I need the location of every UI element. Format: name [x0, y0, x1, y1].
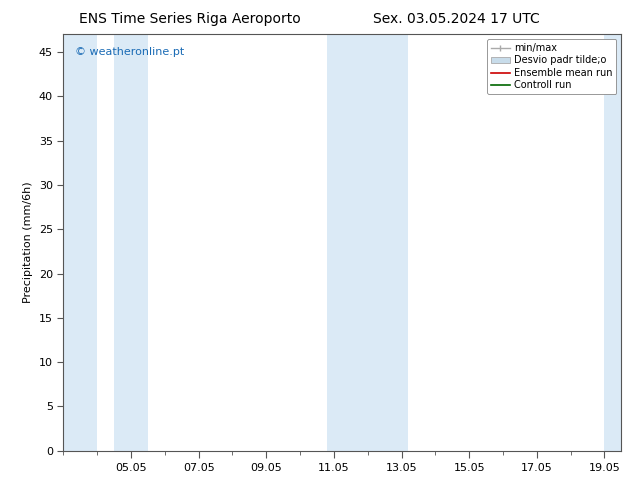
Bar [114, 34, 148, 451]
Text: Sex. 03.05.2024 17 UTC: Sex. 03.05.2024 17 UTC [373, 12, 540, 26]
Legend: min/max, Desvio padr tilde;o, Ensemble mean run, Controll run: min/max, Desvio padr tilde;o, Ensemble m… [487, 39, 616, 94]
Text: © weatheronline.pt: © weatheronline.pt [75, 47, 184, 57]
Bar [46, 34, 97, 451]
Bar [327, 34, 408, 451]
Y-axis label: Precipitation (mm/6h): Precipitation (mm/6h) [23, 182, 34, 303]
Text: ENS Time Series Riga Aeroporto: ENS Time Series Riga Aeroporto [79, 12, 301, 26]
Bar [604, 34, 624, 451]
